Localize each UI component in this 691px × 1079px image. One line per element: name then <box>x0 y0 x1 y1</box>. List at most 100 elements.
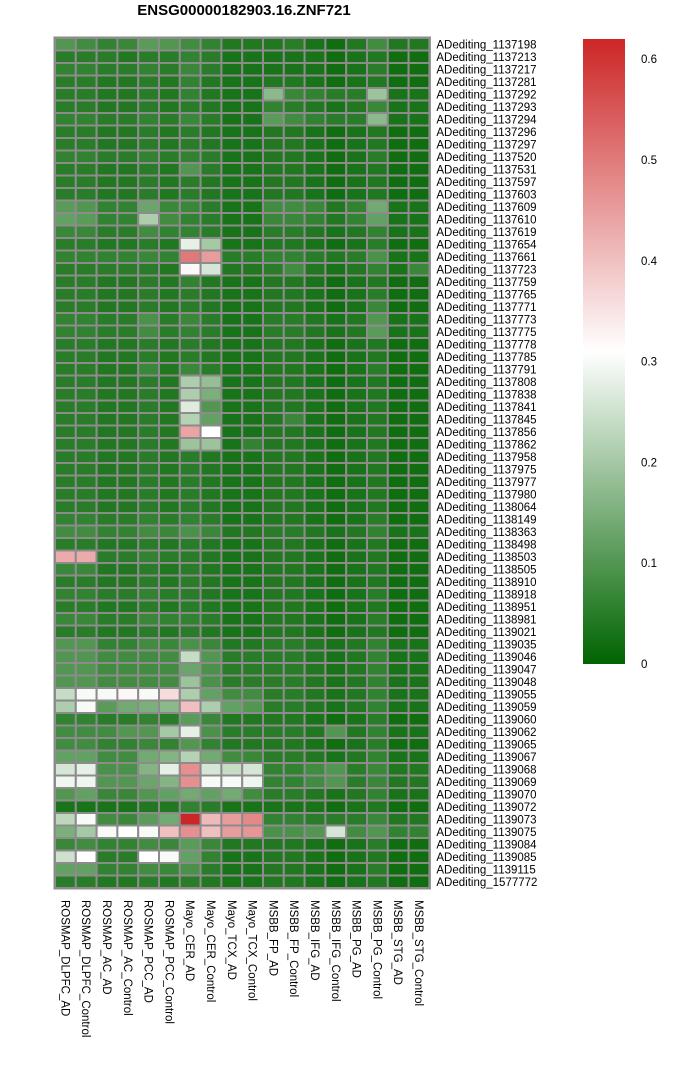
heatmap-cell <box>241 262 264 277</box>
heatmap-cell <box>303 662 327 677</box>
heatmap-cell <box>54 574 77 589</box>
heatmap-cell <box>220 437 244 452</box>
heatmap-cell <box>366 199 389 214</box>
legend-tick-label: 0.1 <box>641 558 657 570</box>
heatmap-cell <box>386 612 410 627</box>
heatmap-cell <box>303 187 327 202</box>
heatmap-cell <box>54 749 77 764</box>
heatmap-cell <box>241 474 264 489</box>
heatmap-cell <box>262 37 285 52</box>
heatmap-cell <box>324 237 348 252</box>
heatmap-cell <box>116 812 140 827</box>
heatmap-cell <box>366 324 389 339</box>
heatmap-cell <box>158 787 181 802</box>
heatmap-cell <box>324 662 348 677</box>
heatmap-cell <box>303 274 327 289</box>
heatmap-cell <box>407 624 431 639</box>
row-label: ADediting_1137791 <box>436 364 536 376</box>
heatmap-cell <box>116 324 140 339</box>
heatmap-cell <box>386 162 410 177</box>
heatmap-cell <box>54 224 77 239</box>
heatmap-cell <box>366 862 389 877</box>
heatmap-cell <box>158 862 181 877</box>
heatmap-cell <box>158 374 181 389</box>
heatmap-cell <box>220 412 244 427</box>
heatmap-cell <box>366 824 389 839</box>
heatmap-cell <box>241 524 264 539</box>
heatmap-cell <box>407 574 431 589</box>
heatmap-cell <box>324 874 348 889</box>
heatmap-cell <box>199 412 223 427</box>
heatmap-cell <box>366 424 389 439</box>
heatmap-cell <box>137 862 160 877</box>
heatmap-cell <box>386 249 410 264</box>
heatmap-cell <box>262 262 285 277</box>
heatmap-cell <box>137 699 160 714</box>
heatmap-cell <box>241 149 264 164</box>
heatmap-cell <box>116 424 140 439</box>
heatmap-cell <box>345 474 369 489</box>
heatmap-cell <box>95 512 119 527</box>
heatmap-cell <box>241 312 264 327</box>
heatmap-cell <box>241 737 264 752</box>
heatmap-cell <box>74 37 98 52</box>
heatmap-cell <box>137 712 160 727</box>
row-label: ADediting_1137198 <box>436 39 536 51</box>
heatmap-cell <box>220 687 244 702</box>
heatmap-cell <box>220 349 244 364</box>
heatmap-cell <box>366 249 389 264</box>
heatmap-cell <box>95 862 119 877</box>
heatmap-cell <box>407 187 431 202</box>
heatmap-cell <box>366 549 389 564</box>
heatmap-cell <box>116 487 140 502</box>
heatmap-cell <box>199 212 223 227</box>
heatmap-cell <box>116 299 140 314</box>
heatmap-cell <box>407 524 431 539</box>
heatmap-cell <box>262 237 285 252</box>
heatmap-cell <box>178 737 202 752</box>
heatmap-cell <box>324 399 348 414</box>
heatmap-cell <box>220 612 244 627</box>
heatmap-cell <box>199 362 223 377</box>
heatmap-cell <box>158 587 181 602</box>
heatmap-cell <box>95 249 119 264</box>
heatmap-cell <box>241 787 264 802</box>
heatmap-cell <box>407 562 431 577</box>
legend-tick-label: 0.2 <box>641 457 657 469</box>
heatmap-cell <box>386 562 410 577</box>
heatmap-cell <box>386 512 410 527</box>
heatmap-cell <box>282 49 306 64</box>
heatmap-cell <box>241 224 264 239</box>
heatmap-cell <box>116 749 140 764</box>
heatmap-cell <box>386 787 410 802</box>
heatmap-cell <box>220 874 244 889</box>
heatmap-cell <box>137 799 160 814</box>
heatmap-cell <box>386 37 410 52</box>
heatmap-cell <box>74 399 98 414</box>
heatmap-cell <box>54 724 77 739</box>
heatmap-cell <box>74 224 98 239</box>
heatmap-cell <box>386 762 410 777</box>
heatmap-cell <box>324 574 348 589</box>
heatmap-cell <box>74 587 98 602</box>
heatmap-cell <box>386 374 410 389</box>
heatmap-cell <box>178 299 202 314</box>
heatmap-cell <box>303 687 327 702</box>
heatmap-cell <box>386 462 410 477</box>
heatmap-cell <box>116 362 140 377</box>
row-label: ADediting_1139048 <box>436 677 536 689</box>
heatmap-cell <box>282 737 306 752</box>
heatmap-cell <box>407 612 431 627</box>
heatmap-cell <box>158 824 181 839</box>
heatmap-cell <box>137 399 160 414</box>
heatmap-cell <box>220 149 244 164</box>
heatmap-cell <box>137 237 160 252</box>
heatmap-cell <box>241 299 264 314</box>
heatmap-cell <box>324 499 348 514</box>
heatmap-cell <box>137 99 160 114</box>
heatmap-cell <box>324 762 348 777</box>
heatmap-cell <box>366 49 389 64</box>
heatmap-cell <box>116 587 140 602</box>
heatmap-cell <box>220 699 244 714</box>
heatmap-cell <box>116 412 140 427</box>
